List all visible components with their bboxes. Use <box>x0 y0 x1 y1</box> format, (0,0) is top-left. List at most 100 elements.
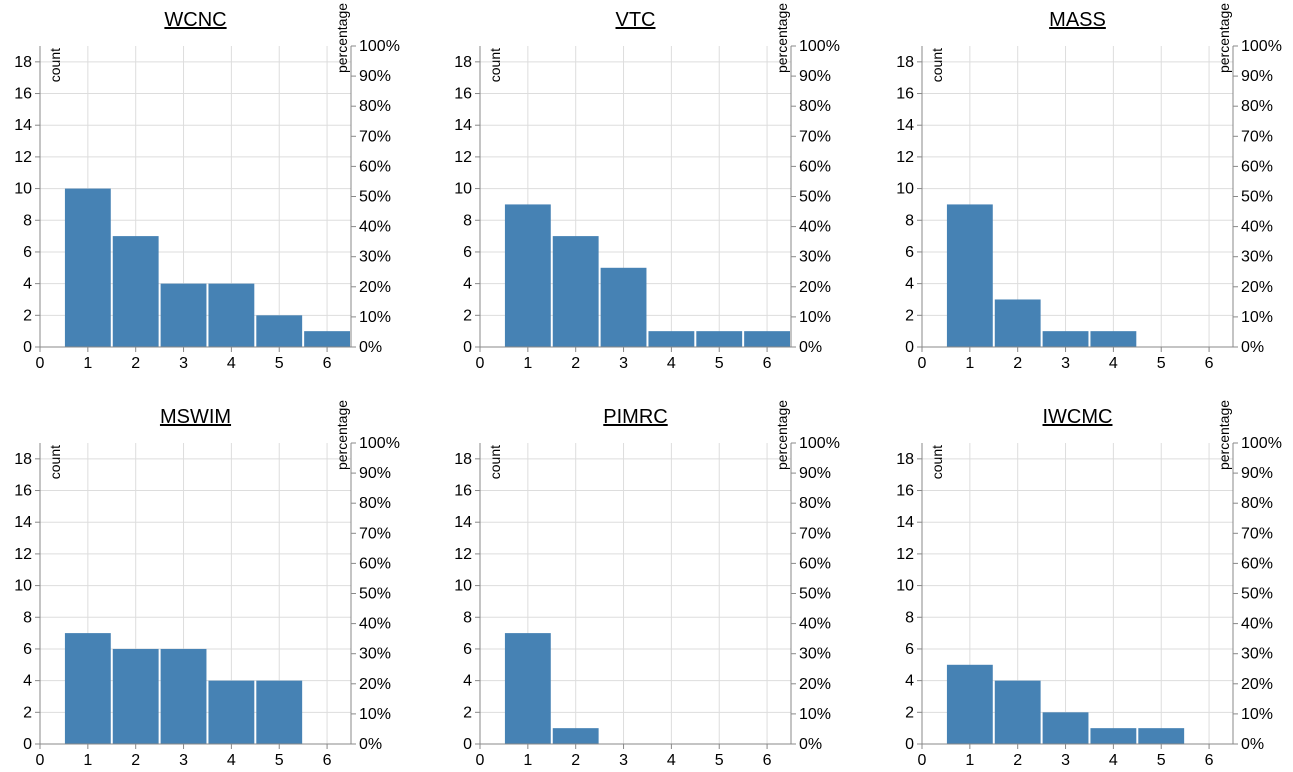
y-tick-label: 6 <box>905 244 914 261</box>
x-tick-label: 2 <box>1013 752 1022 769</box>
y-tick-label: 10 <box>454 181 472 198</box>
bar-1 <box>504 633 551 744</box>
x-tick-label: 1 <box>83 752 92 769</box>
y-axis-title: count <box>929 445 945 479</box>
y-tick-label: 8 <box>905 212 914 229</box>
x-tick-label: 0 <box>476 752 485 769</box>
y-tick-label: 10 <box>454 578 472 595</box>
y2-tick-label: 50% <box>359 586 391 603</box>
y-tick-label: 4 <box>905 276 914 293</box>
y-tick-label: 4 <box>463 673 472 690</box>
y2-tick-label: 60% <box>359 555 391 572</box>
y-tick-label: 0 <box>463 339 472 356</box>
x-tick-label: 3 <box>1061 752 1070 769</box>
x-tick-label: 4 <box>667 355 676 372</box>
x-tick-label: 5 <box>1157 355 1166 372</box>
y-tick-label: 18 <box>896 54 914 71</box>
bar-1 <box>504 204 551 347</box>
y-tick-label: 8 <box>463 212 472 229</box>
y-tick-label: 12 <box>896 546 914 563</box>
y-tick-label: 2 <box>905 307 914 324</box>
y2-axis-title: percentage <box>334 3 350 73</box>
x-tick-label: 1 <box>83 355 92 372</box>
y-tick-label: 0 <box>463 736 472 753</box>
y2-tick-label: 20% <box>359 279 391 296</box>
y2-axis-title: percentage <box>334 400 350 470</box>
y2-tick-label: 50% <box>799 586 831 603</box>
y2-tick-label: 80% <box>1241 98 1273 115</box>
y2-tick-label: 40% <box>1241 219 1273 236</box>
y2-tick-label: 60% <box>1241 555 1273 572</box>
x-tick-label: 6 <box>323 752 332 769</box>
y-axis-title: count <box>487 48 503 82</box>
y-tick-label: 10 <box>896 578 914 595</box>
y2-tick-label: 0% <box>359 339 382 356</box>
y-tick-label: 16 <box>454 483 472 500</box>
y2-tick-label: 70% <box>1241 128 1273 145</box>
y2-tick-label: 30% <box>1241 249 1273 266</box>
x-tick-label: 5 <box>715 752 724 769</box>
x-tick-label: 5 <box>715 355 724 372</box>
x-tick-label: 3 <box>179 752 188 769</box>
x-tick-label: 6 <box>763 752 772 769</box>
x-tick-label: 1 <box>965 752 974 769</box>
y2-tick-label: 100% <box>799 435 840 452</box>
y-tick-label: 16 <box>454 86 472 103</box>
x-tick-label: 0 <box>476 355 485 372</box>
x-tick-label: 2 <box>131 752 140 769</box>
y-tick-label: 8 <box>463 609 472 626</box>
y2-tick-label: 10% <box>359 706 391 723</box>
y-tick-label: 14 <box>14 117 32 134</box>
bar-5 <box>256 680 303 744</box>
chart-title: MASS <box>1049 9 1106 31</box>
y2-tick-label: 30% <box>359 249 391 266</box>
y-tick-label: 6 <box>905 641 914 658</box>
y-tick-label: 10 <box>14 181 32 198</box>
y-tick-label: 0 <box>23 339 32 356</box>
y-tick-label: 18 <box>14 54 32 71</box>
y-tick-label: 6 <box>23 641 32 658</box>
y2-tick-label: 50% <box>799 189 831 206</box>
y2-tick-label: 70% <box>1241 525 1273 542</box>
y2-tick-label: 60% <box>799 555 831 572</box>
y-tick-label: 16 <box>14 86 32 103</box>
y2-tick-label: 100% <box>359 435 400 452</box>
x-tick-label: 6 <box>763 355 772 372</box>
y2-tick-label: 10% <box>359 309 391 326</box>
y2-tick-label: 80% <box>359 98 391 115</box>
y-tick-label: 12 <box>454 546 472 563</box>
y-tick-label: 2 <box>905 704 914 721</box>
y-tick-label: 12 <box>454 149 472 166</box>
y2-tick-label: 80% <box>799 98 831 115</box>
y2-tick-label: 100% <box>359 38 400 55</box>
y-tick-label: 0 <box>905 736 914 753</box>
y-tick-label: 6 <box>23 244 32 261</box>
y2-tick-label: 70% <box>799 128 831 145</box>
x-tick-label: 4 <box>227 752 236 769</box>
y2-tick-label: 30% <box>359 646 391 663</box>
bar-2 <box>552 236 599 347</box>
y2-tick-label: 100% <box>1241 435 1282 452</box>
y-tick-label: 2 <box>23 307 32 324</box>
y2-tick-label: 10% <box>1241 706 1273 723</box>
y2-tick-label: 80% <box>359 495 391 512</box>
x-tick-label: 5 <box>1157 752 1166 769</box>
y-axis-title: count <box>929 48 945 82</box>
y-axis-title: count <box>487 445 503 479</box>
x-tick-label: 1 <box>523 752 532 769</box>
y-tick-label: 14 <box>454 117 472 134</box>
y2-tick-label: 50% <box>1241 586 1273 603</box>
y2-tick-label: 0% <box>799 736 822 753</box>
y2-tick-label: 90% <box>1241 465 1273 482</box>
x-tick-label: 0 <box>918 355 927 372</box>
y-tick-label: 2 <box>23 704 32 721</box>
y2-tick-label: 70% <box>799 525 831 542</box>
y-tick-label: 4 <box>23 276 32 293</box>
y2-tick-label: 40% <box>359 219 391 236</box>
x-tick-label: 0 <box>918 752 927 769</box>
